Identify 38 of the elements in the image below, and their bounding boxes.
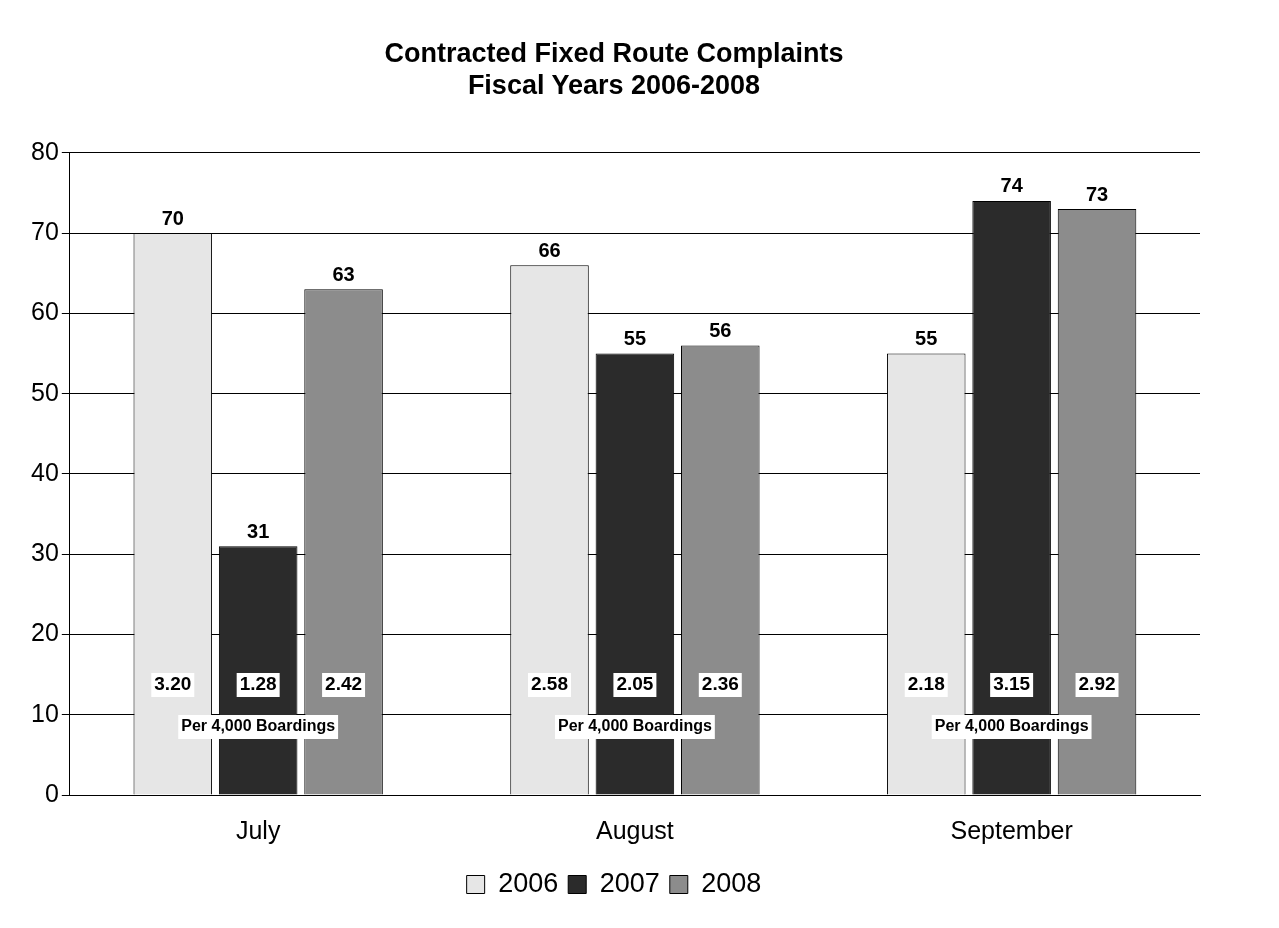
data-label: 74 — [1000, 174, 1024, 197]
data-label: 63 — [332, 262, 355, 285]
text: Contracted Fixed Route Complaints — [384, 37, 844, 68]
annotation: 3.20 — [154, 673, 192, 695]
annotation: 2.58 — [531, 673, 568, 695]
x-tick-label: July — [235, 815, 281, 844]
annotation: 2.92 — [1078, 673, 1116, 695]
legend-label: 2008 — [701, 867, 762, 898]
annotation: 2.18 — [907, 673, 945, 695]
y-tick-label: 30 — [31, 538, 59, 567]
data-label: 70 — [161, 206, 184, 229]
legend-label: 2007 — [599, 867, 660, 898]
x-tick-label: September — [950, 815, 1073, 844]
y-tick-label: 80 — [31, 136, 59, 165]
y-tick-label: 20 — [31, 618, 59, 647]
annotation: 2.42 — [325, 673, 363, 695]
y-tick-label: 60 — [31, 297, 59, 326]
annotation: 1.28 — [239, 673, 277, 695]
annotation: 2.05 — [616, 673, 654, 695]
annotation: 3.15 — [993, 673, 1031, 695]
data-label: 55 — [915, 327, 938, 349]
data-label: 31 — [247, 519, 270, 542]
text: Fiscal Years 2006-2008 — [467, 70, 761, 101]
annotation: Per 4,000 Boardings — [181, 717, 336, 735]
y-tick-label: 0 — [44, 778, 59, 807]
data-label: 73 — [1085, 182, 1109, 205]
annotation: Per 4,000 Boardings — [557, 717, 712, 735]
y-tick-label: 50 — [31, 377, 59, 406]
data-label: 56 — [709, 318, 732, 341]
legend-label: 2006 — [498, 867, 559, 898]
data-label: 66 — [538, 238, 561, 261]
y-tick-label: 70 — [31, 216, 59, 245]
annotation: 2.36 — [701, 673, 739, 695]
y-tick-label: 40 — [31, 457, 59, 486]
data-label: 55 — [623, 327, 647, 349]
x-tick-label: August — [595, 815, 674, 844]
annotation: Per 4,000 Boardings — [934, 717, 1089, 735]
y-tick-label: 10 — [31, 698, 59, 727]
